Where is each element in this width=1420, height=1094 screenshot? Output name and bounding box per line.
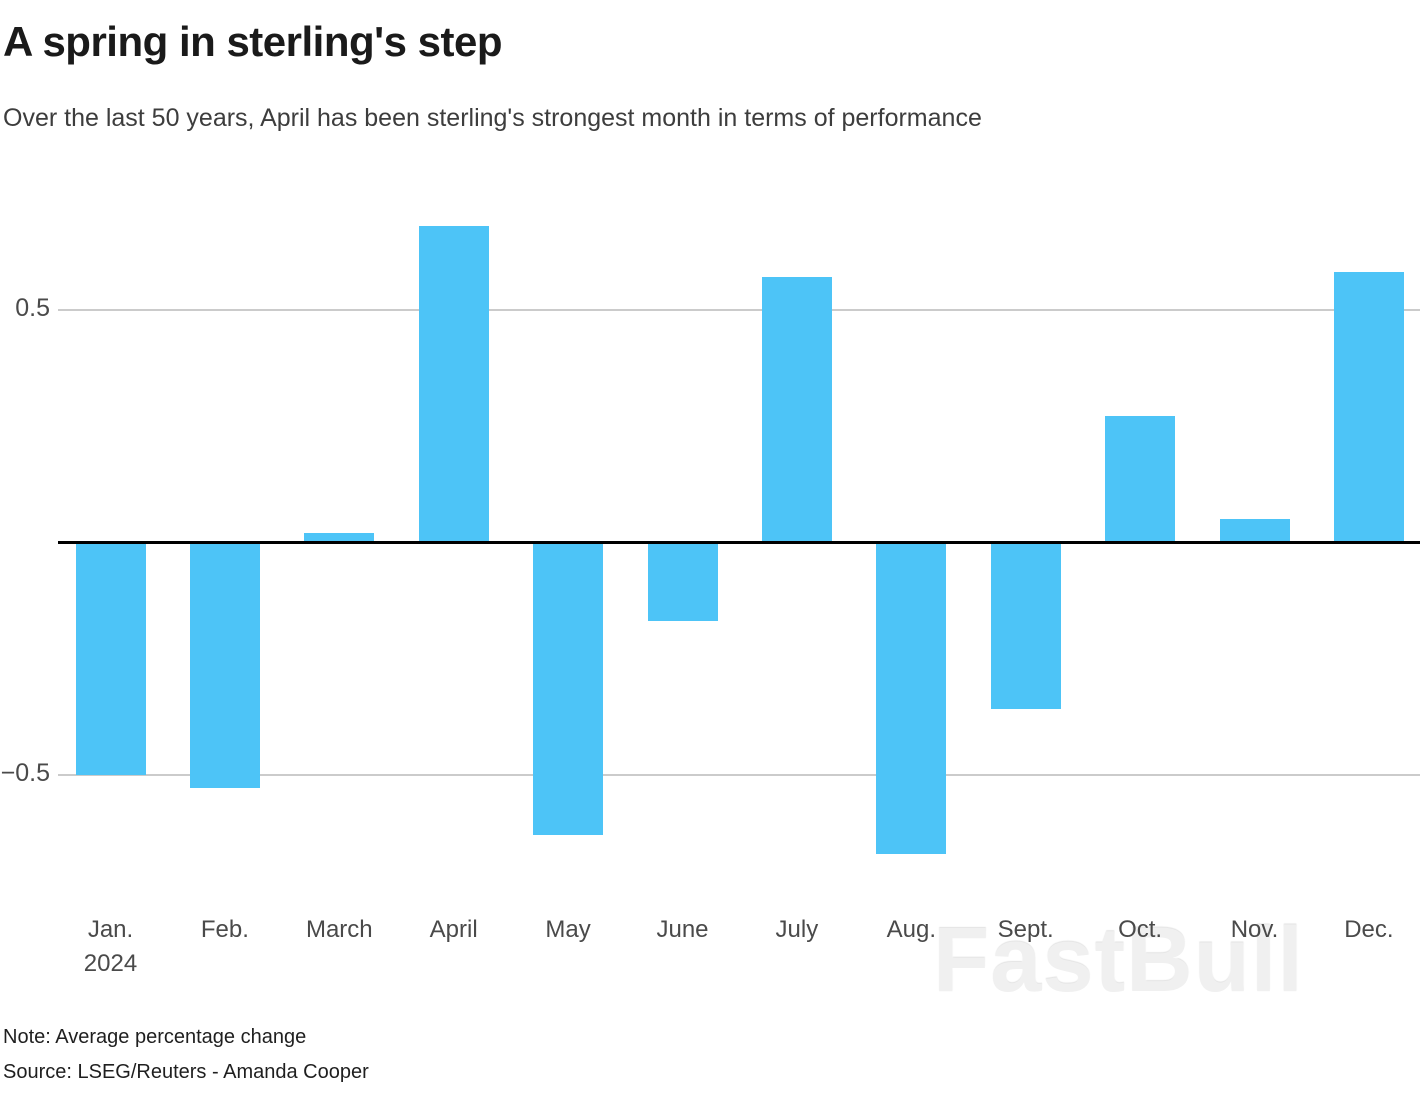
- bar-sept: [990, 542, 1061, 710]
- bar-june: [647, 542, 718, 622]
- bar-oct: [1105, 416, 1176, 542]
- y-tick-label-0.5: 0.5: [15, 293, 50, 322]
- watermark: FastBull: [933, 909, 1304, 1011]
- gridline--0.5: [58, 773, 1420, 776]
- page-subtitle: Over the last 50 years, April has been s…: [3, 104, 982, 132]
- x-tick-label-aug: Aug.: [886, 916, 936, 943]
- page-title: A spring in sterling's step: [3, 18, 503, 65]
- bar-july: [761, 276, 832, 542]
- x-tick-label-sept: Sept.: [997, 916, 1054, 943]
- x-tick-label-nov: Nov.: [1230, 916, 1279, 943]
- x-tick-sublabel-jan: 2024: [83, 950, 138, 977]
- bar-april: [418, 225, 489, 542]
- bar-dec: [1333, 272, 1404, 542]
- bar-aug: [876, 542, 947, 854]
- x-tick-label-june: June: [656, 916, 709, 943]
- x-tick-label-jan: Jan.: [87, 916, 134, 943]
- note-text: Note: Average percentage change: [3, 1026, 307, 1048]
- y-tick-label--0.5: −0.5: [0, 758, 50, 787]
- bar-feb: [189, 542, 260, 789]
- x-tick-label-dec: Dec.: [1344, 916, 1394, 943]
- x-tick-label-march: March: [305, 916, 373, 943]
- gridline-0.5: [58, 308, 1420, 311]
- bar-jan: [75, 542, 146, 775]
- bar-march: [304, 532, 375, 542]
- bar-may: [533, 542, 604, 835]
- x-tick-label-may: May: [545, 916, 591, 943]
- zero-axis-line: [58, 541, 1420, 544]
- x-tick-label-feb: Feb.: [200, 916, 249, 943]
- source-text: Source: LSEG/Reuters - Amanda Cooper: [3, 1061, 369, 1083]
- bar-nov: [1219, 518, 1290, 542]
- x-tick-label-oct: Oct.: [1118, 916, 1163, 943]
- x-tick-label-july: July: [775, 916, 819, 943]
- x-tick-label-april: April: [429, 916, 478, 943]
